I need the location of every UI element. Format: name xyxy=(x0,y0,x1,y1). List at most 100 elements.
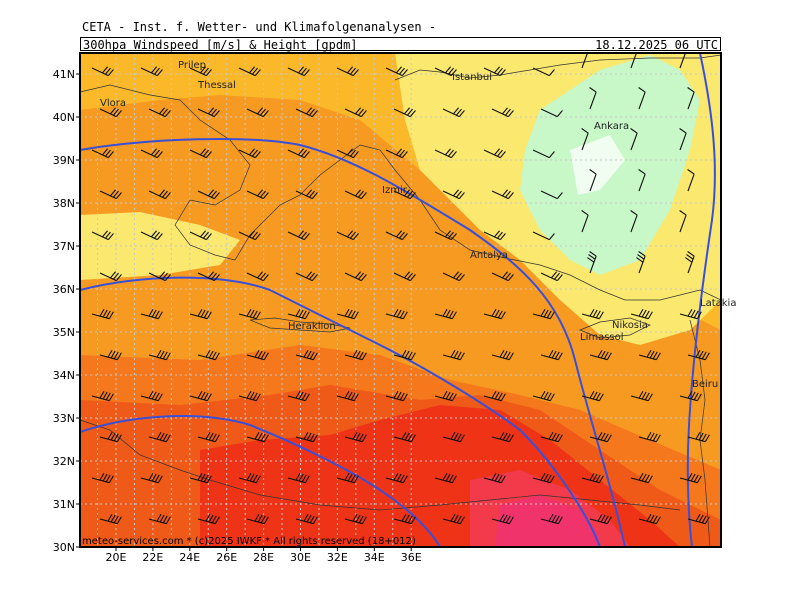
wind-barb xyxy=(246,513,269,525)
wind-barb xyxy=(630,390,653,402)
lon-label: 26E xyxy=(216,551,237,564)
lat-label: 39N xyxy=(53,154,75,167)
city-labels: Prilep Thessal Vlora Istanbul Ankara Izmir Ant… xyxy=(100,60,736,390)
lon-label: 32E xyxy=(327,551,348,564)
height-contour-3 xyxy=(80,415,441,547)
wind-barb xyxy=(336,148,359,159)
chart-parameter-label: 300hpa Windspeed [m/s] & Height [gpdm] xyxy=(83,38,358,52)
lon-label: 24E xyxy=(179,551,200,564)
wind-barb xyxy=(140,66,163,77)
height-contour-2 xyxy=(80,276,601,547)
lon-label: 20E xyxy=(106,551,127,564)
wind-barb xyxy=(679,308,702,320)
wind-barb xyxy=(287,230,310,241)
wind-barb xyxy=(540,513,563,525)
wind-barb xyxy=(197,271,220,282)
wind-barb xyxy=(336,472,359,484)
wind-barb xyxy=(483,472,506,484)
wind-barb xyxy=(638,87,646,110)
wind-barb xyxy=(434,472,457,484)
wind-barb xyxy=(434,230,457,241)
city-label: Ankara xyxy=(594,121,629,132)
wind-barb xyxy=(434,308,457,320)
wind-barb xyxy=(246,349,269,361)
wind-barb xyxy=(385,66,408,77)
wind-barb xyxy=(189,308,212,320)
wind-barb xyxy=(197,349,220,361)
wind-barb xyxy=(638,513,661,525)
wind-barb xyxy=(246,107,269,118)
wind-barb xyxy=(540,271,563,282)
wind-barb xyxy=(491,349,514,361)
wind-barb xyxy=(140,390,163,402)
wind-barb xyxy=(287,390,310,402)
wind-barb xyxy=(587,251,597,274)
wind-barb xyxy=(385,148,408,159)
wind-barb xyxy=(540,190,563,200)
city-label: Thessal xyxy=(197,80,236,91)
wind-barb xyxy=(189,148,212,159)
lat-label: 40N xyxy=(53,111,75,124)
lat-label: 38N xyxy=(53,197,75,210)
wind-barb xyxy=(589,349,612,361)
wind-barb xyxy=(589,431,612,443)
wind-barb xyxy=(336,66,359,77)
wind-barb xyxy=(393,349,416,361)
wind-barb xyxy=(148,107,171,118)
wind-barb xyxy=(336,230,359,241)
wind-barb xyxy=(295,431,318,443)
wind-barb xyxy=(685,251,695,274)
wind-barb xyxy=(442,349,465,361)
wind-barb xyxy=(393,189,416,200)
wind-barb xyxy=(540,349,563,361)
wind-barb xyxy=(385,390,408,402)
wind-barb xyxy=(91,390,114,402)
wind-barb xyxy=(581,472,604,484)
wind-barb xyxy=(679,390,702,402)
city-label: Prilep xyxy=(178,60,206,71)
city-label: Istanbul xyxy=(452,72,492,83)
wind-barb xyxy=(483,230,506,241)
wind-barb xyxy=(148,189,171,200)
wind-barb xyxy=(532,472,555,484)
lat-label: 37N xyxy=(53,240,75,253)
wind-barb xyxy=(99,271,122,282)
wind-barb xyxy=(189,66,212,77)
wind-barb xyxy=(687,431,710,443)
wind-barb xyxy=(344,271,367,282)
wind-barb xyxy=(344,431,367,443)
wind-barb xyxy=(393,431,416,443)
wind-barb xyxy=(287,148,310,159)
wind-barb xyxy=(589,513,612,525)
city-label: Izmir xyxy=(382,185,408,196)
wind-barb xyxy=(91,148,114,159)
wind-barb xyxy=(197,189,220,200)
wind-barb xyxy=(91,308,114,320)
valid-time-label: 18.12.2025 06 UTC xyxy=(595,38,718,52)
wind-speed-field xyxy=(80,53,721,547)
wind-barb xyxy=(483,148,506,159)
lat-label: 33N xyxy=(53,412,75,425)
wind-barb xyxy=(393,513,416,525)
wind-barb xyxy=(630,472,653,484)
wind-barb xyxy=(148,349,171,361)
wind-barb xyxy=(532,308,555,320)
lon-label: 34E xyxy=(364,551,385,564)
wind-barb xyxy=(679,210,687,233)
wind-barb xyxy=(532,67,555,77)
wind-barb xyxy=(638,349,661,361)
wind-barb xyxy=(344,349,367,361)
wind-barb xyxy=(197,431,220,443)
wind-barb xyxy=(540,108,563,118)
map-frame xyxy=(79,52,722,548)
lat-label: 30N xyxy=(53,541,75,554)
wind-barb xyxy=(91,472,114,484)
wind-barb xyxy=(148,513,171,525)
wind-barb xyxy=(287,66,310,77)
lat-label: 32N xyxy=(53,455,75,468)
wind-barb xyxy=(442,513,465,525)
wind-barb xyxy=(630,308,653,320)
wind-barb xyxy=(238,390,261,402)
wind-barb xyxy=(532,149,555,159)
